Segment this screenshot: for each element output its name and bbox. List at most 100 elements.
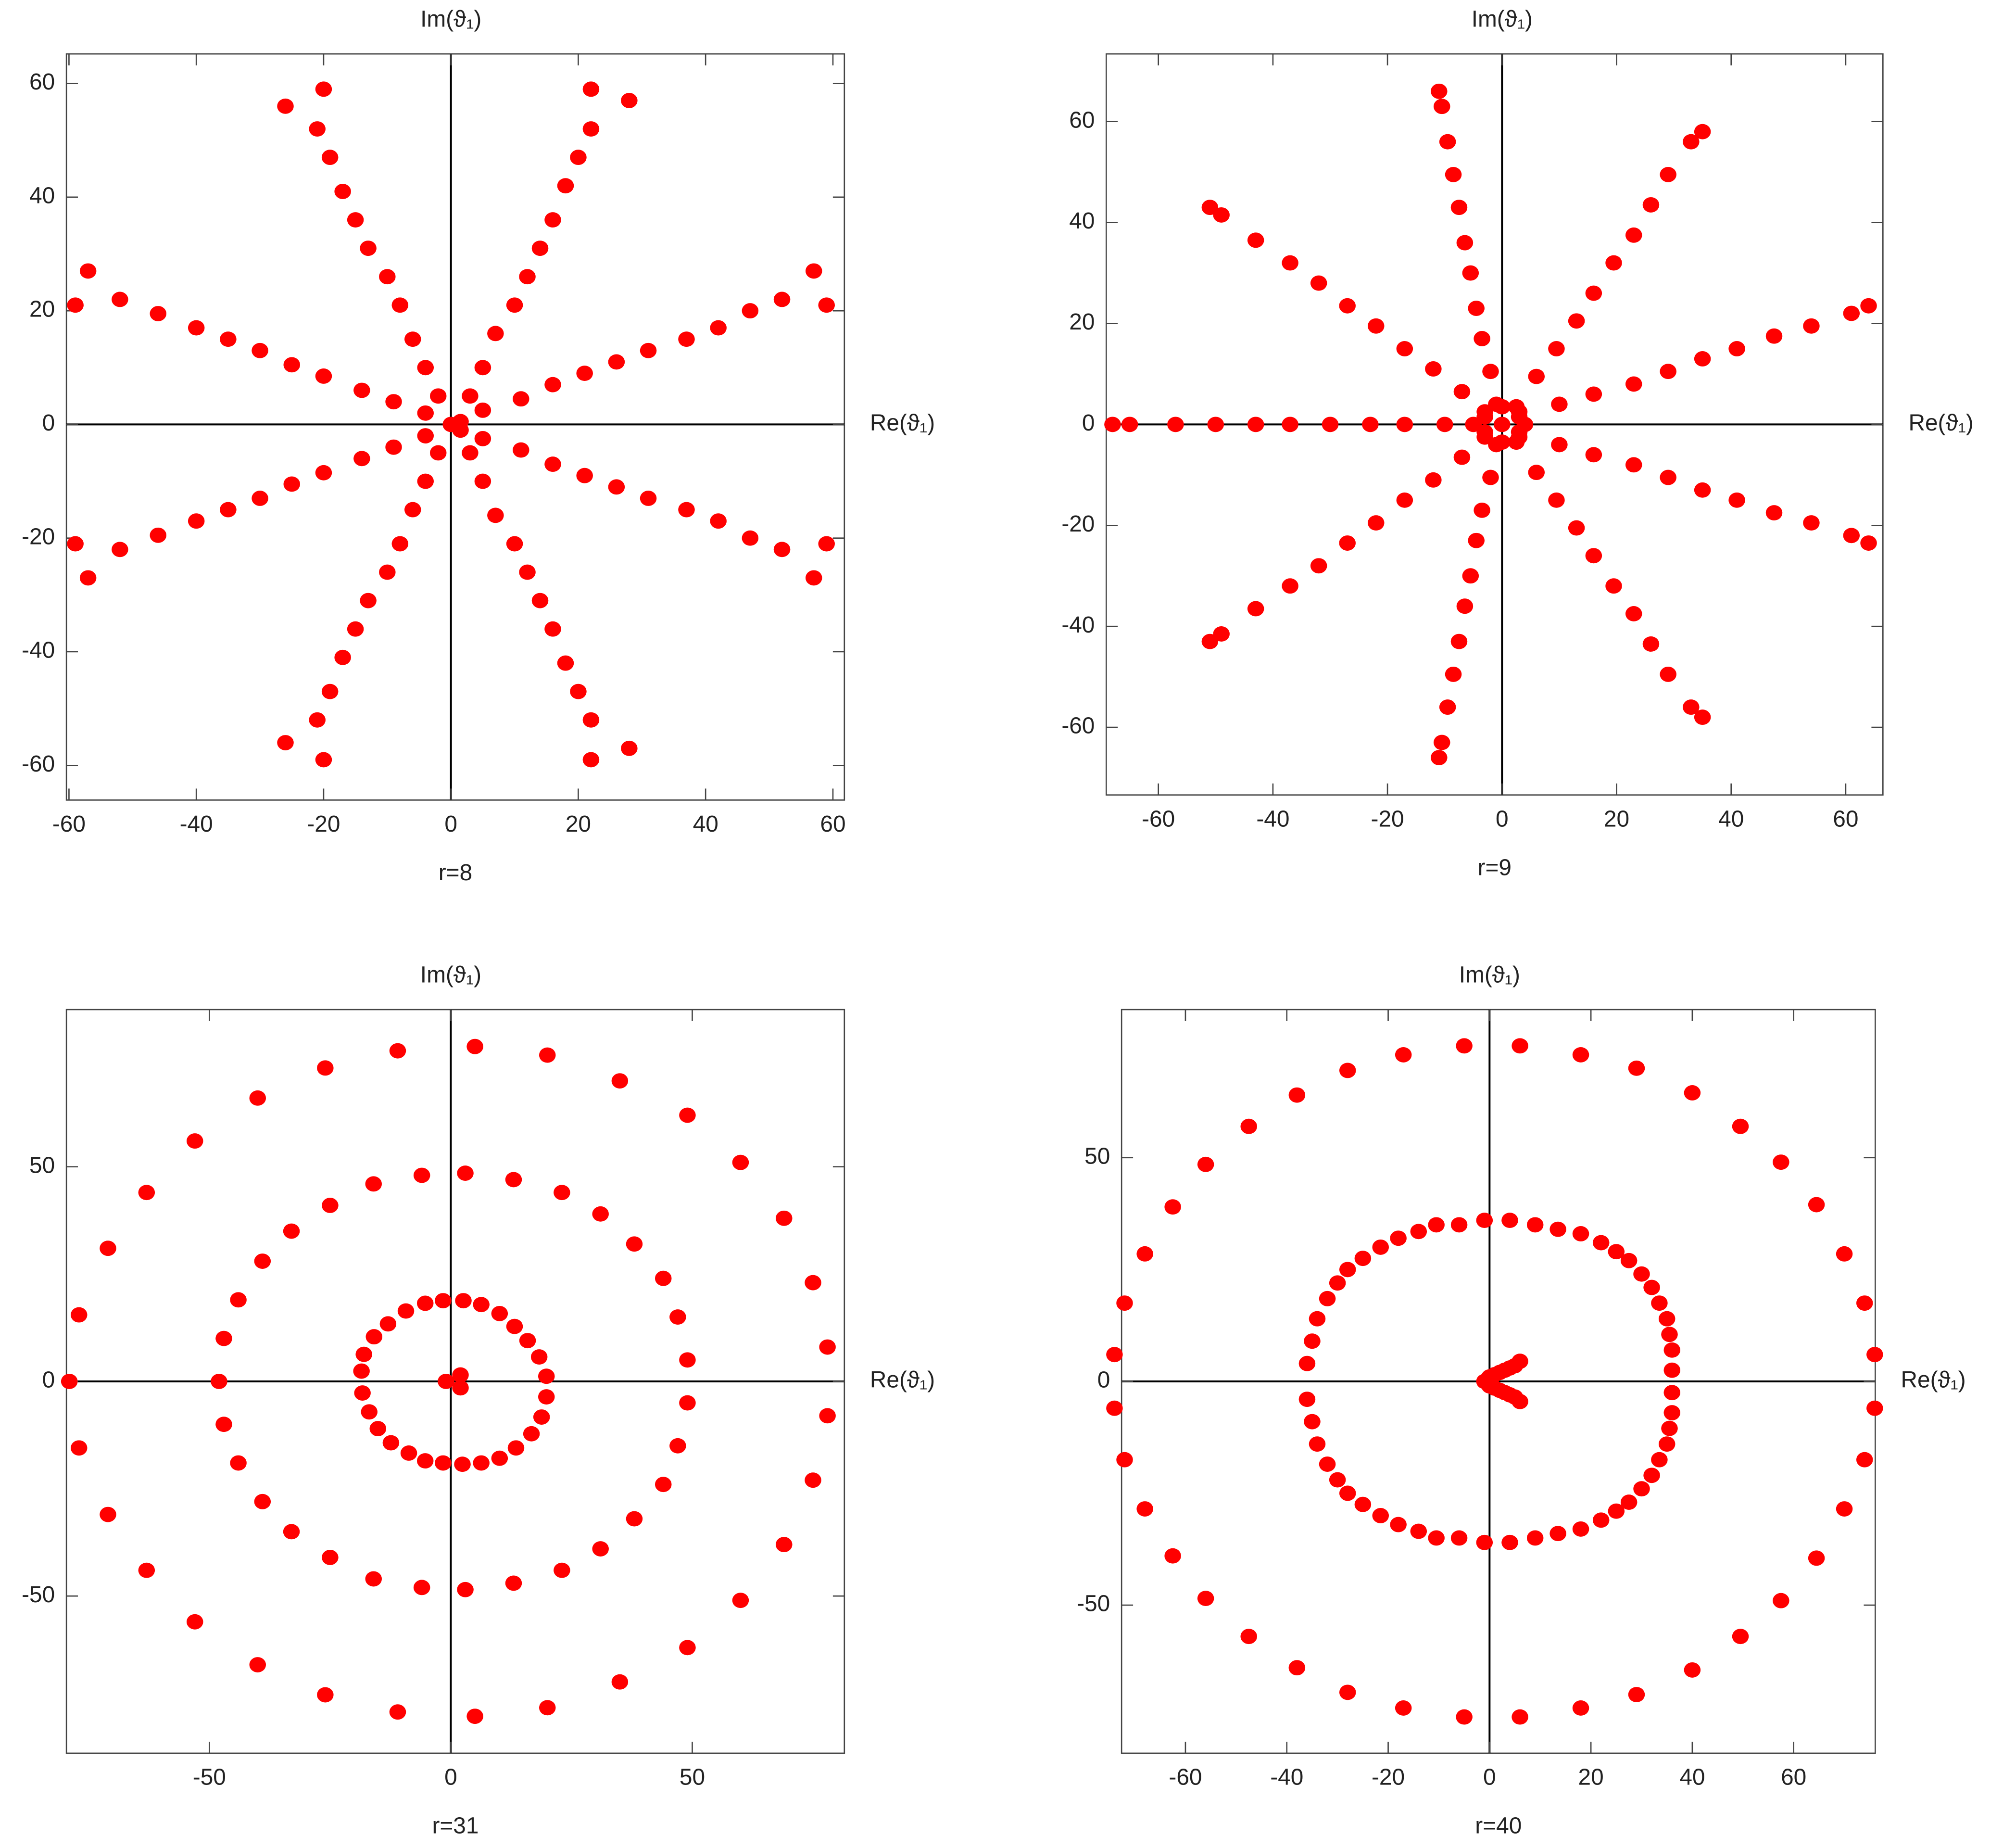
point xyxy=(361,1404,378,1420)
point xyxy=(186,1614,203,1630)
point xyxy=(819,1408,836,1424)
point xyxy=(1339,298,1356,314)
point xyxy=(1116,1295,1133,1311)
point xyxy=(513,442,529,458)
point xyxy=(1288,1087,1306,1103)
point xyxy=(640,491,657,506)
point xyxy=(506,297,523,313)
point xyxy=(1625,227,1642,243)
x-tick-label: -40 xyxy=(180,811,213,837)
point xyxy=(1390,1230,1407,1246)
point xyxy=(1104,417,1121,432)
point xyxy=(1288,1660,1306,1676)
point xyxy=(186,1133,203,1149)
point xyxy=(1116,1452,1133,1468)
y-tick-label: -40 xyxy=(22,638,55,663)
y-axis-label: Im(ϑ₁) xyxy=(420,962,481,988)
point xyxy=(1642,636,1660,652)
y-tick-label: 50 xyxy=(29,1152,55,1178)
point xyxy=(678,331,695,347)
point xyxy=(1866,1347,1883,1363)
point xyxy=(1304,1414,1321,1430)
point xyxy=(1511,429,1528,445)
point xyxy=(315,465,332,481)
y-axis-label: Im(ϑ₁) xyxy=(420,7,481,32)
point xyxy=(365,1571,382,1587)
point xyxy=(805,263,822,279)
point xyxy=(582,712,600,728)
point xyxy=(1585,386,1602,402)
point xyxy=(382,1435,400,1451)
point xyxy=(1433,99,1450,114)
x-tick-label: 20 xyxy=(1604,806,1629,832)
point xyxy=(1605,578,1622,594)
point xyxy=(1684,1662,1701,1678)
point xyxy=(679,1352,696,1368)
point xyxy=(611,1073,629,1089)
point xyxy=(519,269,536,285)
point xyxy=(1372,1239,1389,1255)
point xyxy=(360,593,377,608)
point xyxy=(506,536,523,552)
point xyxy=(379,269,396,285)
point xyxy=(1354,1251,1372,1266)
point xyxy=(347,621,364,637)
point xyxy=(1282,255,1298,271)
point xyxy=(379,564,396,580)
point xyxy=(1339,1262,1356,1278)
point xyxy=(1450,633,1468,649)
point xyxy=(404,331,421,347)
y-tick-label: 0 xyxy=(1097,1367,1110,1393)
point xyxy=(1663,1405,1681,1420)
point xyxy=(1395,1700,1412,1716)
point xyxy=(1549,1526,1566,1542)
point xyxy=(417,405,434,421)
point xyxy=(570,150,587,165)
point xyxy=(1663,1342,1681,1358)
point xyxy=(391,297,409,313)
point xyxy=(775,1537,793,1553)
point xyxy=(70,1440,88,1456)
point xyxy=(1309,1436,1326,1452)
point xyxy=(1694,124,1711,139)
point xyxy=(679,1395,696,1411)
point xyxy=(150,527,167,543)
point xyxy=(452,422,469,438)
point xyxy=(491,1450,508,1466)
point xyxy=(1433,734,1450,750)
point xyxy=(1213,207,1230,223)
point xyxy=(1528,465,1545,481)
point xyxy=(215,1417,232,1432)
point xyxy=(487,326,504,342)
point xyxy=(455,1293,472,1309)
point xyxy=(1572,1521,1589,1537)
point xyxy=(369,1421,387,1437)
point xyxy=(626,1236,643,1252)
point xyxy=(655,1477,672,1493)
point xyxy=(429,388,447,404)
point xyxy=(1482,469,1499,485)
point xyxy=(1684,1085,1701,1101)
point xyxy=(1549,1221,1566,1237)
point xyxy=(1439,134,1456,150)
point xyxy=(1201,200,1219,215)
point xyxy=(1282,417,1298,432)
point xyxy=(1439,699,1456,715)
point xyxy=(1808,1550,1825,1566)
point xyxy=(1207,417,1224,432)
point xyxy=(277,735,294,750)
point xyxy=(1453,449,1471,465)
point xyxy=(188,513,205,529)
point xyxy=(1310,275,1327,291)
point xyxy=(592,1541,609,1557)
point xyxy=(1512,1038,1528,1054)
point xyxy=(1643,1279,1660,1295)
point xyxy=(353,382,370,398)
point xyxy=(404,502,421,518)
point xyxy=(315,81,332,97)
y-axis-label: Im(ϑ₁) xyxy=(1459,962,1520,988)
chart-title: r=9 xyxy=(1478,855,1512,880)
point xyxy=(1247,601,1264,617)
point xyxy=(1608,1244,1625,1260)
point xyxy=(1476,409,1493,425)
